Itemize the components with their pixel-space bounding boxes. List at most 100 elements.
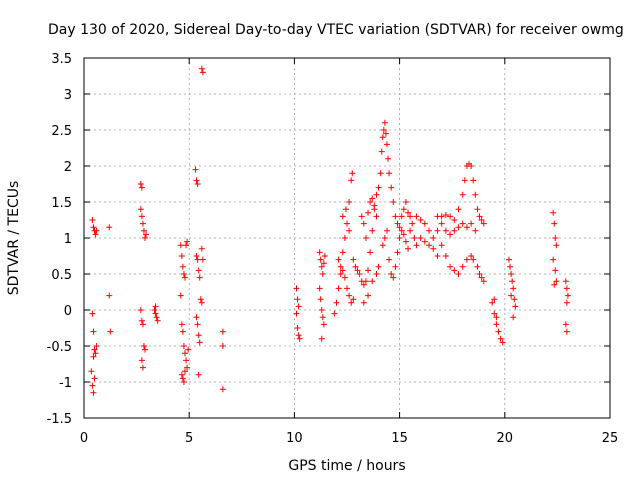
data-point xyxy=(89,217,96,223)
data-point xyxy=(198,245,205,252)
data-point xyxy=(90,353,97,360)
data-point xyxy=(197,296,204,303)
data-point xyxy=(394,249,401,256)
data-point xyxy=(562,321,569,328)
data-point xyxy=(293,310,300,317)
data-point xyxy=(381,119,388,126)
data-point xyxy=(139,364,146,371)
data-point xyxy=(193,177,200,184)
data-point xyxy=(551,220,558,227)
data-point xyxy=(321,253,328,259)
data-point xyxy=(319,271,326,277)
data-point xyxy=(137,181,144,187)
data-point xyxy=(365,209,372,216)
data-point xyxy=(478,217,485,223)
data-point xyxy=(563,328,570,335)
data-point xyxy=(468,163,475,169)
data-point xyxy=(417,235,424,241)
y-tick-label: 2.5 xyxy=(51,124,72,139)
data-point xyxy=(447,231,454,238)
data-point xyxy=(293,285,300,292)
data-point xyxy=(179,375,186,382)
data-point xyxy=(468,220,475,227)
data-point xyxy=(320,321,327,328)
data-point xyxy=(373,213,380,220)
data-point xyxy=(392,263,399,270)
data-point xyxy=(91,346,98,353)
data-point xyxy=(140,343,147,349)
data-point xyxy=(219,328,226,335)
data-point xyxy=(398,213,405,220)
data-point xyxy=(295,303,302,310)
data-point xyxy=(476,213,483,220)
data-point xyxy=(455,206,462,213)
data-point xyxy=(354,267,361,274)
data-point xyxy=(390,199,397,205)
data-point xyxy=(194,256,201,263)
data-point xyxy=(177,242,184,249)
data-point xyxy=(333,299,340,306)
data-point xyxy=(400,206,407,213)
data-point xyxy=(455,224,462,231)
data-point xyxy=(411,235,418,241)
data-point xyxy=(413,242,420,249)
data-point xyxy=(138,184,145,191)
data-point xyxy=(199,69,206,76)
data-point xyxy=(358,213,365,220)
data-point xyxy=(407,227,414,234)
x-tick-label: 25 xyxy=(602,431,619,446)
data-point xyxy=(472,227,479,234)
data-point xyxy=(474,263,481,270)
data-point xyxy=(143,231,150,238)
data-point xyxy=(335,256,342,263)
data-point xyxy=(491,310,498,317)
data-point xyxy=(398,227,405,234)
data-point xyxy=(195,267,202,274)
data-point xyxy=(180,379,187,385)
data-point xyxy=(365,292,372,299)
data-point xyxy=(349,170,356,177)
data-point xyxy=(451,217,458,223)
data-point xyxy=(563,299,570,306)
data-point xyxy=(181,368,188,375)
data-point xyxy=(476,271,483,277)
data-point xyxy=(463,224,470,231)
data-point xyxy=(88,368,95,375)
data-point xyxy=(138,317,145,324)
data-point xyxy=(451,227,458,234)
data-point xyxy=(470,256,477,263)
y-tick-label: 3 xyxy=(64,88,72,103)
data-point xyxy=(438,242,445,249)
data-point xyxy=(511,296,518,303)
data-point xyxy=(400,231,407,238)
data-point xyxy=(331,310,338,317)
data-point xyxy=(178,253,185,259)
data-point xyxy=(339,249,346,256)
data-point xyxy=(153,314,160,321)
data-point xyxy=(480,278,487,285)
data-point xyxy=(342,206,349,213)
data-point xyxy=(421,238,428,245)
data-point xyxy=(508,292,515,299)
data-point xyxy=(417,217,424,223)
x-tick-label: 5 xyxy=(185,431,193,446)
data-point xyxy=(367,199,374,205)
data-point xyxy=(181,274,188,281)
data-point xyxy=(377,170,384,177)
data-point xyxy=(474,206,481,213)
data-point xyxy=(193,314,200,321)
data-point xyxy=(89,382,96,389)
data-point xyxy=(196,274,203,281)
data-point xyxy=(413,213,420,220)
data-point xyxy=(409,220,416,227)
data-point xyxy=(381,235,388,241)
data-point xyxy=(407,213,414,220)
data-point xyxy=(463,256,470,263)
data-point xyxy=(90,328,97,335)
data-point xyxy=(177,292,184,299)
data-point xyxy=(193,253,200,259)
data-point xyxy=(362,235,369,241)
data-point xyxy=(320,260,327,267)
tick-labels: 0 5 10 15 20 25 -1.5 -1 -0.5 0 0.5 1 1.5 2 2.5 3 3.5 xyxy=(47,52,619,446)
